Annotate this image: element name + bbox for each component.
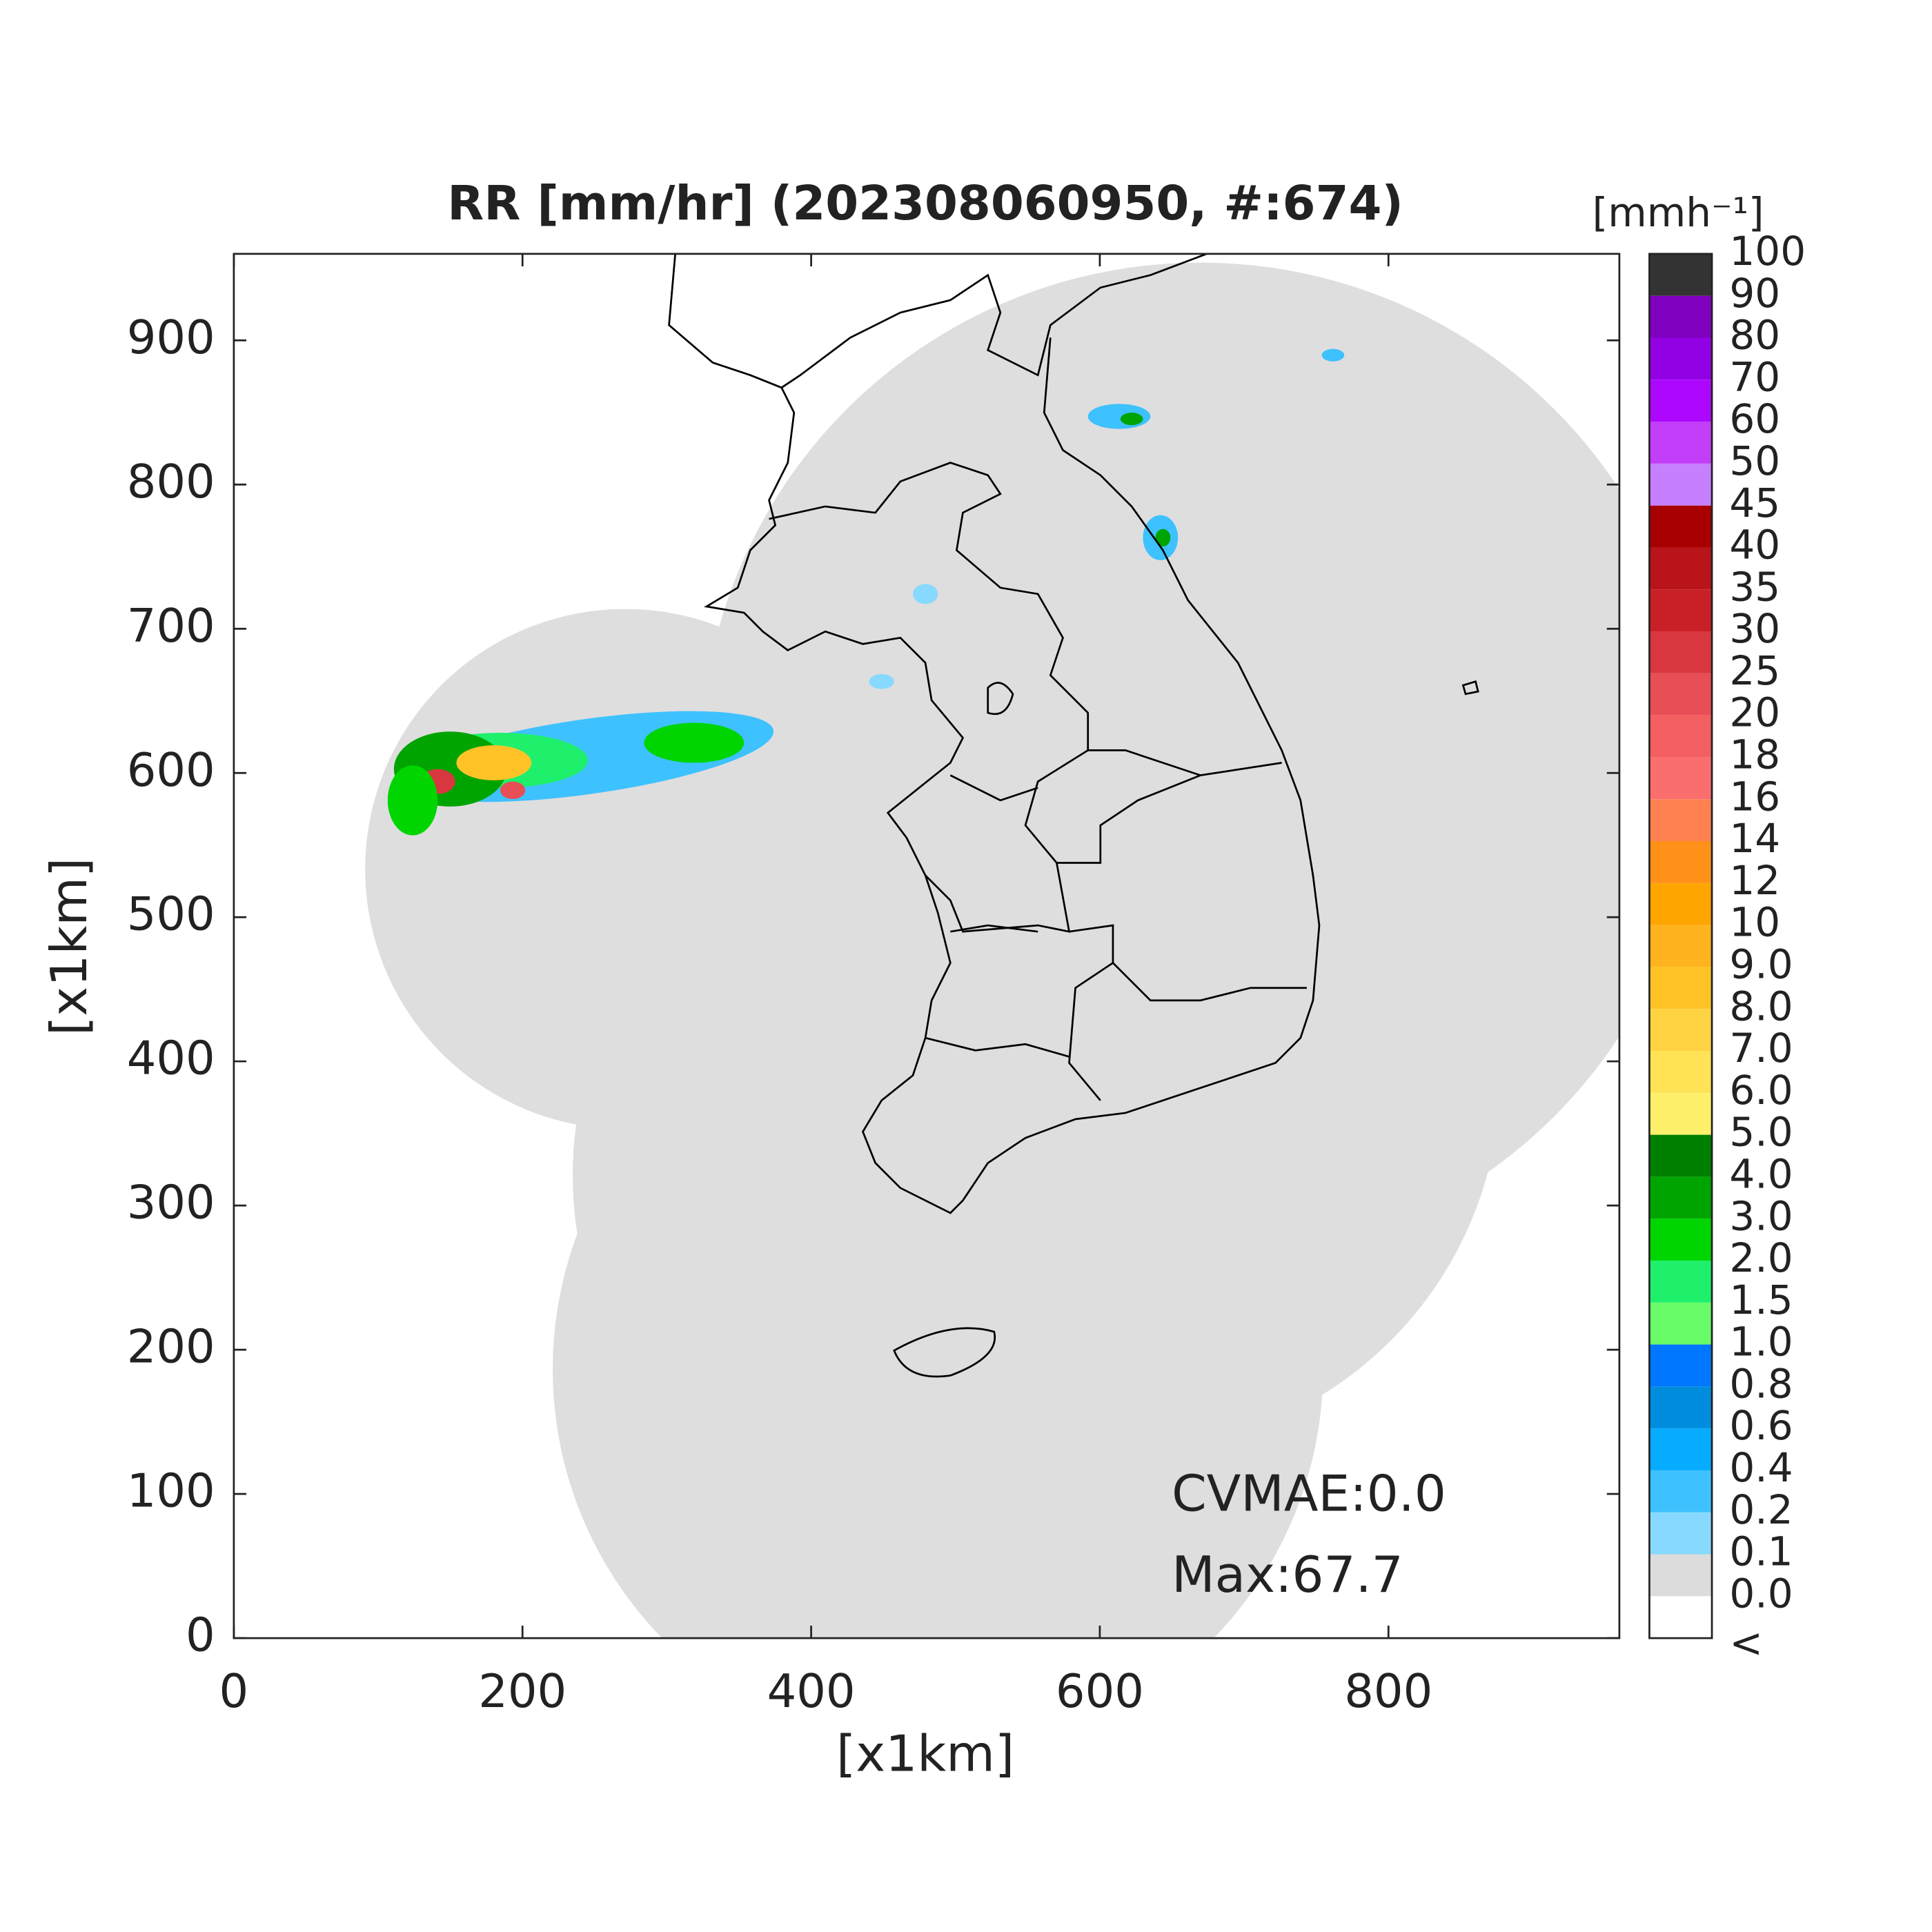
colorbar-segment	[1649, 1596, 1713, 1639]
colorbar-segment	[1649, 883, 1713, 925]
colorbar-segment	[1649, 253, 1713, 296]
colorbar-label: 0.4	[1729, 1444, 1793, 1491]
x-tick-label: 800	[1344, 1664, 1432, 1718]
colorbar-segment	[1649, 1009, 1713, 1051]
colorbar-label: 0.0	[1729, 1570, 1793, 1617]
plot-frame	[233, 253, 1621, 1639]
colorbar-label: 0.2	[1729, 1486, 1793, 1533]
colorbar-segment	[1649, 1219, 1713, 1261]
colorbar-label: 90	[1729, 270, 1780, 317]
colorbar-label: 25	[1729, 647, 1780, 694]
coastline	[668, 253, 1479, 1378]
x-axis-label: [x1km]	[836, 1725, 1014, 1783]
x-tick-label: 200	[478, 1664, 566, 1718]
y-tick-label: 600	[127, 743, 215, 797]
colorbar-segment	[1649, 673, 1713, 716]
y-tick-label: 400	[127, 1032, 215, 1085]
colorbar-segment	[1649, 337, 1713, 380]
y-tick-label: 900	[127, 310, 215, 364]
colorbar-label: 9.0	[1729, 941, 1793, 988]
y-tick-label: 300	[127, 1176, 215, 1230]
colorbar-segment	[1649, 1344, 1713, 1387]
colorbar-segment	[1649, 967, 1713, 1009]
colorbar-unit: [mmh⁻¹]	[1593, 189, 1764, 236]
colorbar-label: 6.0	[1729, 1067, 1793, 1114]
colorbar-segment	[1649, 1428, 1713, 1470]
colorbar-segment	[1649, 463, 1713, 506]
y-tick-label: 200	[127, 1320, 215, 1374]
colorbar-label: 10	[1729, 899, 1780, 946]
colorbar-label: 70	[1729, 353, 1780, 400]
colorbar-segment	[1649, 799, 1713, 842]
colorbar-label: 3.0	[1729, 1192, 1793, 1239]
map-title: RR [mm/hr] (202308060950, #:674)	[447, 176, 1403, 231]
colorbar-label: 1.5	[1729, 1276, 1793, 1323]
y-axis-label: [x1km]	[41, 858, 99, 1036]
colorbar-segment	[1649, 1134, 1713, 1177]
y-tick-label: 500	[127, 887, 215, 941]
colorbar-segment	[1649, 379, 1713, 422]
colorbar-segment	[1649, 1470, 1713, 1512]
colorbar-segment	[1649, 1260, 1713, 1303]
y-tick-label: 700	[127, 599, 215, 653]
annotation: Max:67.7	[1172, 1546, 1403, 1604]
colorbar-label: 45	[1729, 480, 1780, 526]
colorbar-segment	[1649, 715, 1713, 758]
colorbar-label: 12	[1729, 857, 1780, 904]
x-tick-label: 400	[767, 1664, 856, 1718]
colorbar-label: 20	[1729, 689, 1780, 736]
x-tick-label: 0	[219, 1664, 249, 1718]
colorbar-segment	[1649, 547, 1713, 590]
colorbar-label: 0.1	[1729, 1528, 1793, 1575]
colorbar-segment	[1649, 1554, 1713, 1597]
rain-cells	[387, 348, 1345, 836]
colorbar-label: 18	[1729, 731, 1780, 778]
colorbar-label: 0.6	[1729, 1402, 1793, 1449]
colorbar-segment	[1649, 1050, 1713, 1093]
colorbar-label: 35	[1729, 563, 1780, 610]
colorbar-label: 4.0	[1729, 1150, 1793, 1197]
colorbar-label: 0.8	[1729, 1360, 1793, 1407]
colorbar-segment	[1649, 1176, 1713, 1219]
y-tick-label: 800	[127, 455, 215, 509]
colorbar-segment	[1649, 1512, 1713, 1555]
y-tick-label: 100	[127, 1464, 215, 1518]
colorbar-label: 16	[1729, 773, 1780, 820]
radar-coverage	[365, 253, 1619, 1639]
colorbar-label: 40	[1729, 522, 1780, 569]
colorbar-segment	[1649, 1302, 1713, 1345]
colorbar-label: 100	[1729, 228, 1806, 275]
colorbar-segment	[1649, 422, 1713, 464]
x-tick-label: 600	[1056, 1664, 1144, 1718]
colorbar-segment	[1649, 757, 1713, 800]
colorbar-segment	[1649, 1386, 1713, 1429]
colorbar-label: 7.0	[1729, 1025, 1793, 1072]
colorbar-segment	[1649, 505, 1713, 548]
colorbar-label: 50	[1729, 437, 1780, 484]
colorbar-label: 30	[1729, 605, 1780, 652]
colorbar-label: 80	[1729, 312, 1780, 359]
annotation: CVMAE:0.0	[1172, 1465, 1446, 1523]
colorbar-segment	[1649, 295, 1713, 338]
colorbar-label: 5.0	[1729, 1109, 1793, 1156]
colorbar-label: <	[1729, 1619, 1763, 1666]
colorbar-segment	[1649, 1092, 1713, 1135]
colorbar-segment	[1649, 925, 1713, 967]
colorbar-label: 1.0	[1729, 1319, 1793, 1366]
colorbar-segment	[1649, 841, 1713, 883]
y-tick-label: 0	[186, 1608, 215, 1662]
colorbar-label: 60	[1729, 395, 1780, 442]
colorbar-label: 2.0	[1729, 1234, 1793, 1281]
colorbar-segment	[1649, 631, 1713, 673]
colorbar-frame	[1648, 253, 1713, 1639]
colorbar-label: 8.0	[1729, 983, 1793, 1029]
colorbar-label: 14	[1729, 815, 1780, 862]
colorbar-segment	[1649, 589, 1713, 632]
